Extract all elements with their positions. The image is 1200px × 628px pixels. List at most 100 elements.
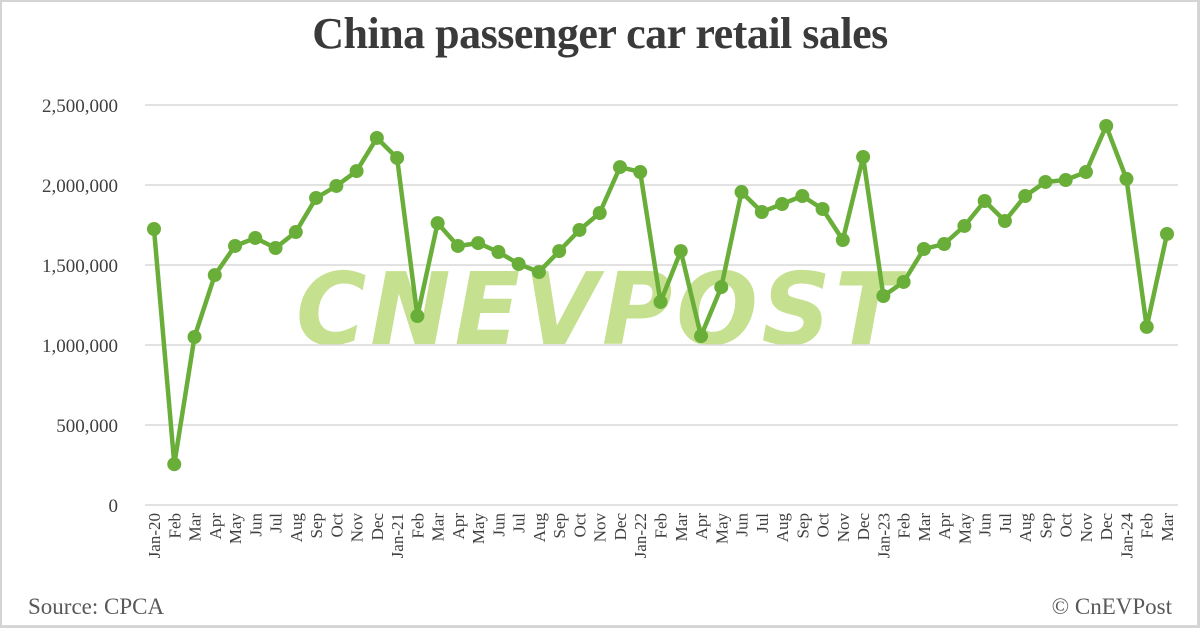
x-tick-label: Oct — [1057, 513, 1076, 538]
x-tick-label: Mar — [915, 513, 934, 542]
data-point — [390, 150, 405, 165]
y-tick-label: 1,000,000 — [42, 336, 118, 357]
data-point — [511, 257, 526, 272]
data-point — [1038, 174, 1053, 189]
x-tick-label: Apr — [449, 513, 468, 540]
source-label: Source: CPCA — [28, 594, 165, 619]
data-point — [916, 242, 931, 256]
data-point — [714, 280, 729, 295]
data-point — [1078, 165, 1093, 180]
x-tick-label: Feb — [165, 513, 184, 539]
y-tick-label: 1,500,000 — [42, 256, 118, 277]
x-tick-label: Nov — [591, 513, 610, 543]
x-tick-label: Jun — [976, 513, 995, 537]
data-point — [309, 190, 324, 205]
x-tick-label: Feb — [408, 513, 427, 539]
data-point — [1139, 319, 1154, 334]
data-point — [633, 165, 648, 180]
x-tick-label: Mar — [186, 513, 205, 542]
x-tick-label: Jun — [246, 513, 265, 537]
data-point — [673, 244, 688, 259]
data-point — [997, 214, 1012, 228]
x-tick-label: Jun — [733, 513, 752, 537]
data-point — [329, 178, 344, 193]
data-point — [592, 206, 607, 220]
data-point — [835, 233, 850, 248]
data-point — [775, 197, 790, 212]
data-point — [815, 202, 830, 216]
x-tick-label: Jul — [267, 513, 286, 533]
x-tick-label: Sep — [307, 513, 326, 539]
data-point — [552, 244, 567, 259]
x-tick-label: Aug — [773, 513, 792, 543]
copyright-label: © CnEVPost — [1051, 594, 1172, 619]
data-point — [937, 237, 952, 252]
gridlines — [145, 104, 1178, 506]
x-tick-label: Apr — [692, 513, 711, 540]
y-tick-label: 500,000 — [56, 416, 118, 437]
x-tick-label: Mar — [429, 513, 448, 542]
data-point — [612, 160, 627, 175]
x-tick-label: May — [712, 513, 731, 545]
data-point — [1160, 226, 1174, 241]
data-point — [531, 265, 546, 280]
data-point — [268, 241, 283, 256]
y-tick-label: 2,000,000 — [42, 176, 118, 197]
data-point — [167, 457, 182, 472]
data-point — [1018, 189, 1033, 204]
data-point — [896, 274, 911, 289]
x-tick-label: Apr — [206, 513, 225, 540]
x-tick-label: Jul — [510, 513, 529, 533]
data-point — [977, 194, 992, 208]
x-tick-label: Feb — [895, 513, 914, 539]
data-point — [471, 236, 486, 251]
x-tick-label: Oct — [814, 513, 833, 538]
x-tick-label: Jul — [996, 513, 1015, 533]
data-point — [207, 268, 222, 283]
data-point — [349, 164, 364, 179]
x-tick-label: Mar — [1158, 513, 1177, 542]
x-tick-label: Nov — [348, 513, 367, 543]
x-tick-label: Jan-21 — [388, 513, 407, 558]
x-tick-label: Nov — [834, 513, 853, 543]
data-point — [147, 222, 161, 236]
x-axis-ticks: Jan-20 Feb Mar Apr May Jun Jul Aug Sep Oct Nov Dec J… — [145, 513, 1177, 559]
x-tick-label: Dec — [611, 513, 630, 541]
data-point — [228, 238, 243, 253]
data-point — [1099, 118, 1114, 133]
x-tick-label: Aug — [287, 513, 306, 543]
x-tick-label: Oct — [327, 513, 346, 538]
x-tick-label: Dec — [854, 513, 873, 541]
x-tick-label: Oct — [570, 513, 589, 538]
x-tick-label: Nov — [1077, 513, 1096, 543]
x-tick-label: Sep — [550, 513, 569, 539]
x-tick-label: Sep — [1036, 513, 1055, 539]
data-point — [369, 130, 384, 145]
data-point — [1058, 173, 1073, 188]
series-retail-sales — [147, 118, 1174, 472]
data-point — [876, 289, 891, 304]
data-point — [410, 309, 425, 324]
data-point — [1119, 171, 1134, 186]
data-point — [653, 294, 668, 309]
data-point — [187, 330, 202, 344]
x-tick-label: Dec — [368, 513, 387, 541]
x-tick-label: Feb — [652, 513, 671, 539]
data-point — [572, 222, 587, 237]
y-tick-label: 2,500,000 — [42, 96, 118, 117]
data-point — [694, 329, 709, 344]
x-tick-label: May — [955, 513, 974, 545]
x-tick-label: Sep — [793, 513, 812, 539]
chart-title: China passenger car retail sales — [312, 9, 888, 58]
x-tick-label: Aug — [1016, 513, 1035, 543]
x-tick-label: Jun — [489, 513, 508, 537]
x-tick-label: Mar — [672, 513, 691, 542]
data-point — [430, 216, 445, 231]
data-point — [754, 205, 769, 220]
x-tick-label: Jan-23 — [874, 513, 893, 558]
x-tick-label: Jan-24 — [1117, 513, 1136, 559]
x-tick-label: Dec — [1097, 513, 1116, 541]
y-tick-label: 0 — [109, 496, 119, 517]
data-point — [856, 150, 871, 164]
